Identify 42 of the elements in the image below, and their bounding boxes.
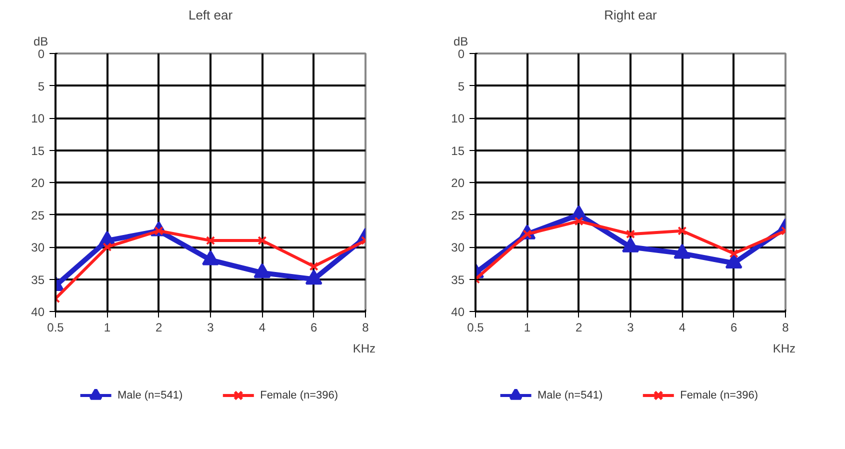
y-tick-label: 20 (31, 176, 45, 190)
x-tick-label: 6 (310, 320, 318, 334)
y-tick-label: 40 (451, 305, 465, 319)
chart-title: Left ear (188, 8, 234, 22)
y-tick-label: 30 (451, 240, 465, 254)
y-tick-label: 15 (31, 144, 45, 158)
chart-title: Right ear (604, 8, 658, 22)
x-tick-label: 4 (678, 320, 686, 334)
legend-label: Female (n=396) (680, 390, 758, 402)
y-tick-label: 15 (451, 144, 465, 158)
y-tick-label: 0 (38, 47, 45, 61)
y-tick-label: 30 (31, 240, 45, 254)
x-tick-label: 8 (362, 320, 370, 334)
y-tick-label: 40 (31, 305, 45, 319)
x-tick-label: 4 (258, 320, 266, 334)
x-axis-title: KHz (352, 342, 376, 356)
x-tick-label: 2 (155, 320, 162, 334)
x-tick-label: 6 (730, 320, 738, 334)
y-axis-title: dB (34, 34, 48, 48)
y-tick-label: 5 (458, 79, 465, 94)
x-tick-label: 3 (627, 320, 634, 334)
x-tick-label: 1 (104, 320, 111, 334)
x-tick-label: 1 (524, 320, 531, 334)
x-tick-label: 3 (207, 320, 214, 334)
y-tick-label: 10 (451, 112, 465, 126)
y-tick-label: 35 (31, 272, 45, 287)
x-tick-label: 0.5 (467, 320, 484, 334)
y-tick-label: 10 (31, 112, 45, 126)
x-tick-label: 2 (575, 320, 582, 334)
y-tick-label: 20 (451, 176, 465, 190)
y-tick-label: 5 (38, 79, 45, 94)
y-tick-label: 25 (31, 208, 45, 222)
x-tick-label: 8 (782, 320, 790, 334)
legend-label: Male (n=541) (118, 390, 183, 402)
x-axis-title: KHz (772, 342, 796, 356)
y-tick-label: 0 (458, 47, 465, 61)
y-tick-label: 25 (451, 208, 465, 222)
y-tick-label: 35 (451, 272, 465, 287)
x-tick-label: 0.5 (47, 320, 64, 334)
legend-label: Male (n=541) (538, 390, 603, 402)
legend-label: Female (n=396) (260, 390, 338, 402)
y-axis-title: dB (454, 34, 468, 48)
